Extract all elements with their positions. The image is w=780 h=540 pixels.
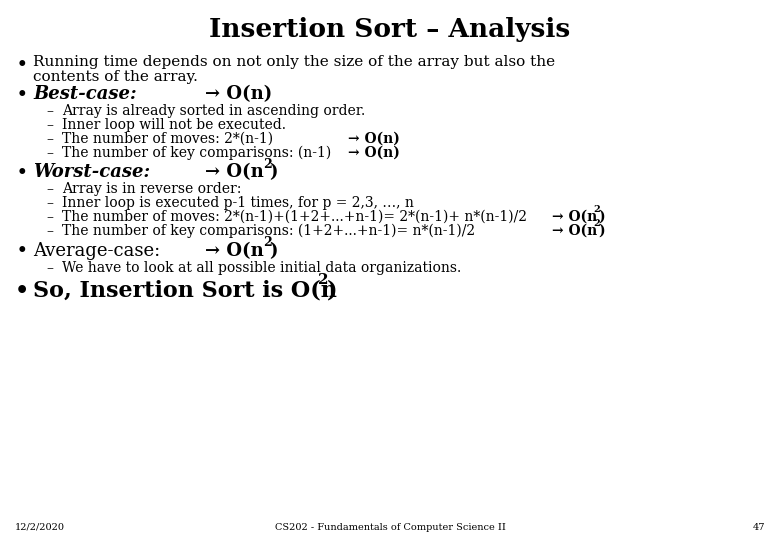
Text: 2: 2 <box>593 206 600 214</box>
Text: –: – <box>47 182 54 196</box>
Text: 2: 2 <box>593 219 600 228</box>
Text: The number of key comparisons: (n-1): The number of key comparisons: (n-1) <box>62 146 332 160</box>
Text: Worst-case:: Worst-case: <box>33 163 150 181</box>
Text: Running time depends on not only the size of the array but also the: Running time depends on not only the siz… <box>33 55 555 69</box>
Text: → O(n): → O(n) <box>348 132 400 146</box>
Text: –: – <box>47 196 54 210</box>
Text: 12/2/2020: 12/2/2020 <box>15 523 65 531</box>
Text: •: • <box>16 242 27 260</box>
Text: –: – <box>47 132 54 146</box>
Text: The number of moves: 2*(n-1): The number of moves: 2*(n-1) <box>62 132 273 146</box>
Text: ): ) <box>269 242 278 260</box>
Text: 2: 2 <box>263 235 271 248</box>
Text: ): ) <box>598 210 604 224</box>
Text: –: – <box>47 104 54 118</box>
Text: –: – <box>47 210 54 224</box>
Text: → O(n): → O(n) <box>205 85 272 103</box>
Text: Array is already sorted in ascending order.: Array is already sorted in ascending ord… <box>62 104 365 118</box>
Text: → O(n: → O(n <box>205 242 264 260</box>
Text: ): ) <box>327 280 338 302</box>
Text: –: – <box>47 261 54 275</box>
Text: So, Insertion Sort is O(n: So, Insertion Sort is O(n <box>33 280 337 302</box>
Text: → O(n: → O(n <box>205 163 264 181</box>
Text: 47: 47 <box>753 523 765 531</box>
Text: Array is in reverse order:: Array is in reverse order: <box>62 182 241 196</box>
Text: •: • <box>16 57 27 73</box>
Text: CS202 - Fundamentals of Computer Science II: CS202 - Fundamentals of Computer Science… <box>275 523 505 531</box>
Text: •: • <box>16 85 27 103</box>
Text: Average-case:: Average-case: <box>33 242 160 260</box>
Text: 2: 2 <box>318 273 328 287</box>
Text: –: – <box>47 146 54 160</box>
Text: The number of moves: 2*(n-1)+(1+2+...+n-1)= 2*(n-1)+ n*(n-1)/2: The number of moves: 2*(n-1)+(1+2+...+n-… <box>62 210 527 224</box>
Text: •: • <box>16 164 27 180</box>
Text: The number of key comparisons: (1+2+...+n-1)= n*(n-1)/2: The number of key comparisons: (1+2+...+… <box>62 224 475 238</box>
Text: •: • <box>15 280 29 302</box>
Text: Best-case:: Best-case: <box>33 85 136 103</box>
Text: Inner loop will not be executed.: Inner loop will not be executed. <box>62 118 286 132</box>
Text: contents of the array.: contents of the array. <box>33 70 198 84</box>
Text: ): ) <box>269 163 278 181</box>
Text: → O(n): → O(n) <box>348 146 400 160</box>
Text: → O(n: → O(n <box>552 224 597 238</box>
Text: Inner loop is executed p-1 times, for p = 2,3, …, n: Inner loop is executed p-1 times, for p … <box>62 196 414 210</box>
Text: → O(n: → O(n <box>552 210 597 224</box>
Text: –: – <box>47 224 54 238</box>
Text: ): ) <box>598 224 604 238</box>
Text: 2: 2 <box>263 158 271 171</box>
Text: Insertion Sort – Analysis: Insertion Sort – Analysis <box>209 17 571 43</box>
Text: We have to look at all possible initial data organizations.: We have to look at all possible initial … <box>62 261 461 275</box>
Text: –: – <box>47 118 54 132</box>
